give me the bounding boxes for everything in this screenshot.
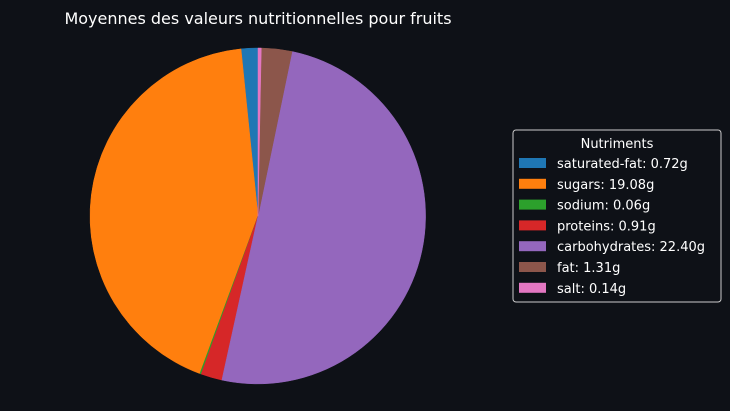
legend-box — [512, 129, 722, 303]
legend-label-fat: fat: 1.31g — [557, 261, 620, 276]
legend-title: Nutriments — [581, 137, 654, 152]
legend: Nutriments saturated-fat: 0.72g sugars: 1… — [512, 129, 722, 303]
legend-swatch-sugars — [519, 178, 546, 189]
legend-swatch-proteins — [519, 220, 546, 231]
pie-slice-salt — [257, 47, 262, 217]
legend-swatch-salt — [519, 282, 546, 293]
legend-entries: saturated-fat: 0.72g sugars: 19.08g sodium… — [519, 157, 705, 297]
legend-swatch-fat — [519, 262, 546, 272]
legend-swatch-carbohydrates — [519, 241, 546, 252]
chart-title: Moyennes des valeurs nutritionnelles pou… — [64, 9, 451, 28]
legend-label-sodium: sodium: 0.06g — [557, 199, 650, 214]
legend-swatch-saturated-fat — [519, 158, 546, 168]
legend-label-sugars: sugars: 19.08g — [557, 178, 654, 193]
pie-slice-carbohydrates — [221, 51, 426, 385]
pie-slice-sugars — [89, 48, 259, 374]
legend-label-salt: salt: 0.14g — [557, 282, 626, 297]
legend-label-proteins: proteins: 0.91g — [557, 219, 656, 234]
pie-slices — [89, 47, 426, 385]
legend-label-carbohydrates: carbohydrates: 22.40g — [557, 240, 705, 255]
legend-swatch-sodium — [519, 199, 546, 210]
legend-label-saturated-fat: saturated-fat: 0.72g — [557, 157, 688, 172]
